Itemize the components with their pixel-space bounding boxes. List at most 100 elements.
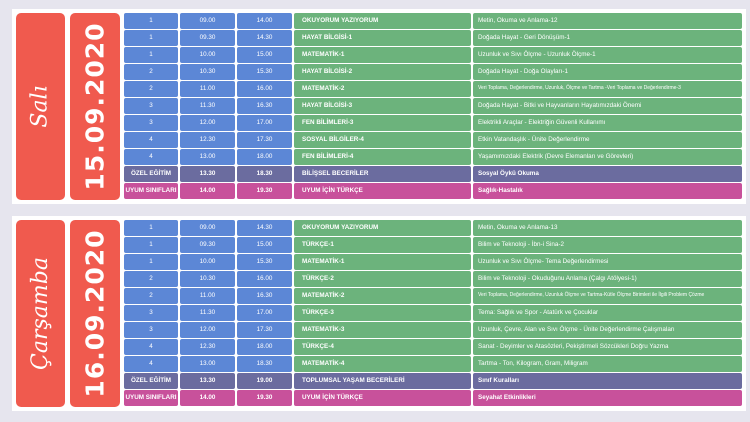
course-cell: HAYAT BİLGİSİ-1 <box>294 30 471 46</box>
start-time-cell: 14.00 <box>180 183 235 199</box>
end-time-cell: 19.30 <box>237 183 292 199</box>
schedule-row: 1 09.30 15.00 TÜRKÇE-1 Bilim ve Teknoloji - … <box>124 237 742 253</box>
end-time-cell: 16.30 <box>237 288 292 304</box>
schedule-row: 1 10.00 15.00 MATEMATİK-1 Uzunluk ve Sıvı Öl… <box>124 47 742 63</box>
course-cell: MATEMATİK-2 <box>294 288 471 304</box>
end-time-cell: 16.00 <box>237 271 292 287</box>
course-cell: MATEMATİK-1 <box>294 254 471 270</box>
start-time-cell: 11.30 <box>180 305 235 321</box>
topic-cell: Bilim ve Teknoloji - İbn-i Sina-2 <box>473 237 742 253</box>
course-cell: FEN BİLİMLERİ-4 <box>294 149 471 165</box>
topic-cell: Etkin Vatandaşlık - Ünite Değerlendirme <box>473 132 742 148</box>
topic-cell: Bilim ve Teknoloji - Okuduğunu Anlama (Ç… <box>473 271 742 287</box>
grade-cell: 1 <box>124 220 178 236</box>
start-time-cell: 10.00 <box>180 47 235 63</box>
schedule-row: 3 12.00 17.30 MATEMATİK-3 Uzunluk, Çevre, Al… <box>124 322 742 338</box>
start-time-cell: 11.00 <box>180 288 235 304</box>
topic-cell: Doğada Hayat - Bitki ve Hayvanların Haya… <box>473 98 742 114</box>
end-time-cell: 15.00 <box>237 47 292 63</box>
schedule-row: 2 11.00 16.00 MATEMATİK-2 Veri Toplama, Değe… <box>124 81 742 97</box>
course-cell: HAYAT BİLGİSİ-3 <box>294 98 471 114</box>
grade-cell: 4 <box>124 339 178 355</box>
grade-cell: 2 <box>124 271 178 287</box>
topic-cell: Tema: Sağlık ve Spor - Atatürk ve Çocukl… <box>473 305 742 321</box>
topic-cell: Elektrikli Araçlar - Elektriğin Güvenli … <box>473 115 742 131</box>
grade-cell: ÖZEL EĞİTİM <box>124 166 178 182</box>
start-time-cell: 09.00 <box>180 13 235 29</box>
start-time-cell: 09.30 <box>180 30 235 46</box>
end-time-cell: 14.00 <box>237 13 292 29</box>
start-time-cell: 14.00 <box>180 390 235 406</box>
course-cell: TÜRKÇE-2 <box>294 271 471 287</box>
schedule-row: 3 12.00 17.00 FEN BİLİMLERİ-3 Elektrikli Ara… <box>124 115 742 131</box>
topic-cell: Veri Toplama, Değerlendirme, Uzunluk Ölç… <box>473 288 742 304</box>
grade-cell: ÖZEL EĞİTİM <box>124 373 178 389</box>
end-time-cell: 16.00 <box>237 81 292 97</box>
topic-cell: Seyahat Etkinlikleri <box>473 390 742 406</box>
start-time-cell: 13.00 <box>180 149 235 165</box>
course-cell: FEN BİLİMLERİ-3 <box>294 115 471 131</box>
end-time-cell: 18.30 <box>237 356 292 372</box>
start-time-cell: 13.30 <box>180 373 235 389</box>
date-label-box: 15.09.2020 <box>70 13 120 200</box>
end-time-cell: 16.30 <box>237 98 292 114</box>
start-time-cell: 13.00 <box>180 356 235 372</box>
day-panel-tuesday: Salı 15.09.2020 1 09.00 14.00 OKUYORUM YAZI… <box>12 9 746 204</box>
schedule-row: 2 10.30 16.00 TÜRKÇE-2 Bilim ve Teknoloji - … <box>124 271 742 287</box>
course-cell: BİLİŞSEL BECERİLER <box>294 166 471 182</box>
day-panel-wednesday: Çarşamba 16.09.2020 1 09.00 14.30 OKUYORUM … <box>12 216 746 411</box>
day-label-box: Çarşamba <box>16 220 65 407</box>
course-cell: MATEMATİK-3 <box>294 322 471 338</box>
start-time-cell: 10.30 <box>180 64 235 80</box>
end-time-cell: 15.30 <box>237 254 292 270</box>
start-time-cell: 10.00 <box>180 254 235 270</box>
grade-cell: 3 <box>124 98 178 114</box>
grade-cell: UYUM SINIFLARI <box>124 183 178 199</box>
topic-cell: Sınıf Kuralları <box>473 373 742 389</box>
start-time-cell: 12.00 <box>180 115 235 131</box>
schedule-row: UYUM SINIFLARI 14.00 19.30 UYUM İÇİN TÜRKÇE… <box>124 390 742 406</box>
end-time-cell: 19.00 <box>237 373 292 389</box>
schedule-row: ÖZEL EĞİTİM 13.30 18.30 BİLİŞSEL BECERİLER S… <box>124 166 742 182</box>
end-time-cell: 17.30 <box>237 132 292 148</box>
schedule-row: 1 09.00 14.30 OKUYORUM YAZIYORUM Metin, Okum… <box>124 220 742 236</box>
topic-cell: Metin, Okuma ve Anlama-12 <box>473 13 742 29</box>
schedule-row: 4 12.30 17.30 SOSYAL BİLGİLER-4 Etkin Vatand… <box>124 132 742 148</box>
start-time-cell: 11.00 <box>180 81 235 97</box>
course-cell: MATEMATİK-4 <box>294 356 471 372</box>
end-time-cell: 17.00 <box>237 305 292 321</box>
end-time-cell: 18.00 <box>237 339 292 355</box>
schedule-row: 4 13.00 18.00 FEN BİLİMLERİ-4 Yaşamımızdaki … <box>124 149 742 165</box>
course-cell: TOPLUMSAL YAŞAM BECERİLERİ <box>294 373 471 389</box>
course-cell: SOSYAL BİLGİLER-4 <box>294 132 471 148</box>
schedule-row: 1 09.30 14.30 HAYAT BİLGİSİ-1 Doğada Hayat -… <box>124 30 742 46</box>
grade-cell: 2 <box>124 81 178 97</box>
course-cell: TÜRKÇE-3 <box>294 305 471 321</box>
schedule-rows: 1 09.00 14.00 OKUYORUM YAZIYORUM Metin, Okum… <box>124 13 742 200</box>
day-label: Çarşamba <box>28 257 53 370</box>
day-label: Salı <box>27 85 53 128</box>
end-time-cell: 18.30 <box>237 166 292 182</box>
topic-cell: Doğada Hayat - Geri Dönüşüm-1 <box>473 30 742 46</box>
schedule-row: UYUM SINIFLARI 14.00 19.30 UYUM İÇİN TÜRKÇE… <box>124 183 742 199</box>
end-time-cell: 19.30 <box>237 390 292 406</box>
start-time-cell: 12.00 <box>180 322 235 338</box>
topic-cell: Sosyal Öykü Okuma <box>473 166 742 182</box>
topic-cell: Uzunluk, Çevre, Alan ve Sıvı Ölçme - Üni… <box>473 322 742 338</box>
grade-cell: 1 <box>124 13 178 29</box>
start-time-cell: 12.30 <box>180 132 235 148</box>
grade-cell: 3 <box>124 115 178 131</box>
course-cell: OKUYORUM YAZIYORUM <box>294 13 471 29</box>
topic-cell: Sağlık-Hastalık <box>473 183 742 199</box>
schedule-row: 1 09.00 14.00 OKUYORUM YAZIYORUM Metin, Okum… <box>124 13 742 29</box>
schedule-row: 2 11.00 16.30 MATEMATİK-2 Veri Toplama, Değe… <box>124 288 742 304</box>
grade-cell: 4 <box>124 149 178 165</box>
course-cell: MATEMATİK-2 <box>294 81 471 97</box>
start-time-cell: 12.30 <box>180 339 235 355</box>
grade-cell: 1 <box>124 47 178 63</box>
topic-cell: Veri Toplama, Değerlendirme, Uzunluk, Öl… <box>473 81 742 97</box>
grade-cell: 2 <box>124 64 178 80</box>
start-time-cell: 11.30 <box>180 98 235 114</box>
grade-cell: UYUM SINIFLARI <box>124 390 178 406</box>
date-label: 15.09.2020 <box>80 22 110 191</box>
